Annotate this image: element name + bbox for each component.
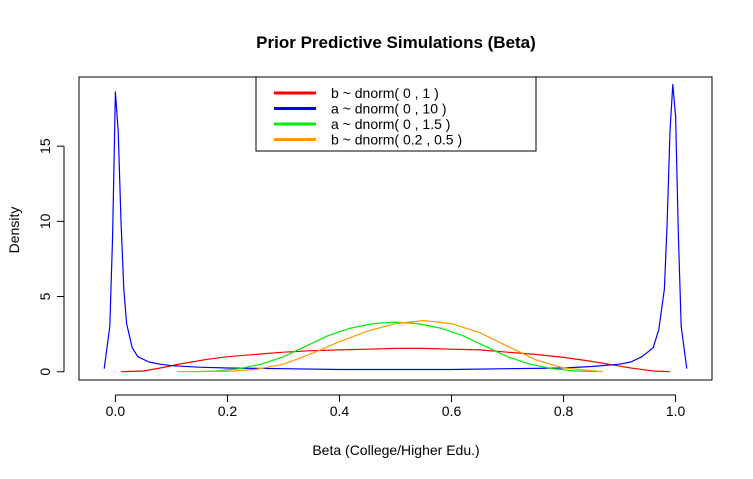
chart-title: Prior Predictive Simulations (Beta) <box>256 33 536 52</box>
y-tick-label: 5 <box>37 292 53 300</box>
x-tick-label: 0.4 <box>330 403 350 419</box>
series-line-0 <box>120 347 671 373</box>
y-axis-label: Density <box>6 207 22 254</box>
legend: b ~ dnorm( 0 , 1 )a ~ dnorm( 0 , 10 )a ~… <box>255 76 537 152</box>
y-ticks: 0 5 10 15 <box>37 138 64 376</box>
x-tick-label: 0.8 <box>554 403 574 419</box>
legend-label-2: a ~ dnorm( 0 , 1.5 ) <box>331 116 450 132</box>
legend-items: b ~ dnorm( 0 , 1 )a ~ dnorm( 0 , 10 )a ~… <box>274 85 462 148</box>
x-tick-label: 0.0 <box>106 403 126 419</box>
y-tick-label: 15 <box>37 138 53 154</box>
x-tick-label: 0.2 <box>218 403 238 419</box>
y-tick-label: 10 <box>37 213 53 229</box>
x-tick-label: 1.0 <box>666 403 686 419</box>
series-line-3 <box>176 320 603 373</box>
legend-label-0: b ~ dnorm( 0 , 1 ) <box>331 85 439 101</box>
x-ticks: 0.0 0.2 0.4 0.6 0.8 1.0 <box>106 395 686 419</box>
legend-box <box>255 76 537 152</box>
x-axis-label: Beta (College/Higher Edu.) <box>312 442 479 458</box>
x-tick-label: 0.6 <box>442 403 462 419</box>
series-line-1 <box>103 83 688 371</box>
y-tick-label: 0 <box>37 368 53 376</box>
series-line-2 <box>193 321 598 373</box>
series-group <box>103 83 688 373</box>
legend-label-1: a ~ dnorm( 0 , 10 ) <box>331 101 447 117</box>
legend-label-3: b ~ dnorm( 0.2 , 0.5 ) <box>331 132 462 148</box>
